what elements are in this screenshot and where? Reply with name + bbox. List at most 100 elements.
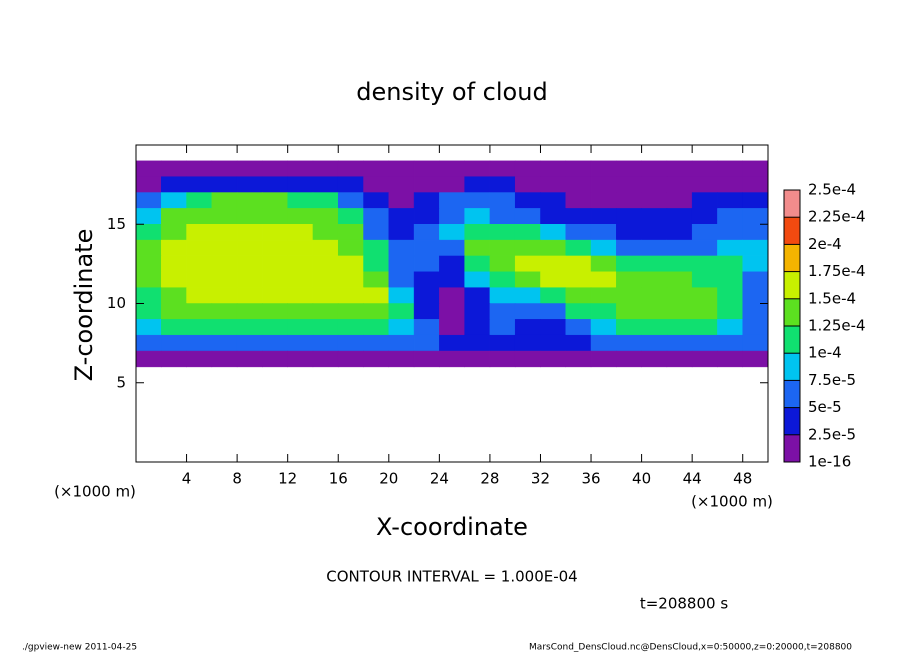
- x-tick-label: 48: [733, 470, 752, 488]
- cell: [262, 271, 288, 288]
- cell: [514, 255, 541, 273]
- cell: [312, 255, 339, 273]
- cell: [641, 287, 668, 304]
- cell: [186, 192, 213, 209]
- cell: [287, 287, 314, 304]
- cell: [717, 334, 743, 352]
- cell: [161, 192, 187, 209]
- cell: [413, 192, 440, 209]
- cell: [186, 287, 213, 304]
- cell: [262, 176, 288, 193]
- cell: [717, 208, 743, 225]
- cell: [666, 350, 693, 368]
- cell: [363, 303, 390, 320]
- cell: [211, 303, 238, 320]
- cell: [312, 303, 339, 320]
- field: [135, 160, 769, 368]
- cell: [590, 176, 617, 193]
- colorbar-label: 2.5e-5: [808, 425, 856, 443]
- colorbar-band: [784, 407, 800, 435]
- cell: [489, 192, 516, 209]
- cell: [464, 334, 491, 352]
- cell: [312, 239, 339, 257]
- cell: [413, 255, 440, 273]
- cell: [262, 334, 288, 352]
- cell: [641, 303, 668, 320]
- cell: [161, 239, 187, 257]
- cell: [186, 224, 213, 241]
- cell: [236, 319, 263, 336]
- cell: [489, 350, 516, 368]
- colorbar-band: [784, 434, 800, 462]
- cell: [641, 271, 668, 288]
- cell: [211, 176, 238, 193]
- cell: [489, 176, 516, 193]
- cell: [742, 208, 769, 225]
- cell: [666, 303, 693, 320]
- cell: [388, 255, 415, 273]
- cell: [211, 319, 238, 336]
- cell: [489, 334, 516, 352]
- colorbar-band: [784, 380, 800, 408]
- cell: [388, 287, 415, 304]
- cell: [262, 350, 288, 368]
- cell: [388, 176, 415, 193]
- cell: [464, 224, 491, 241]
- colorbar-label: 1.75e-4: [808, 262, 866, 280]
- cell: [489, 271, 516, 288]
- footer-right: MarsCond_DensCloud.nc@DensCloud,x=0:5000…: [529, 643, 852, 653]
- cell: [666, 208, 693, 225]
- cell: [363, 239, 390, 257]
- cell: [565, 319, 592, 336]
- cell: [439, 208, 465, 225]
- cell: [666, 271, 693, 288]
- cell: [590, 239, 617, 257]
- cell: [236, 271, 263, 288]
- cell: [439, 319, 465, 336]
- cell: [388, 192, 415, 209]
- cell: [641, 224, 668, 241]
- cell: [514, 160, 541, 177]
- colorbar-label: 7.5e-5: [808, 371, 856, 389]
- cell: [186, 208, 213, 225]
- cell: [540, 176, 567, 193]
- cell: [262, 255, 288, 273]
- cell: [540, 303, 567, 320]
- cell: [363, 208, 390, 225]
- cell: [337, 334, 364, 352]
- cell: [717, 239, 743, 257]
- cell: [717, 224, 743, 241]
- cell: [161, 334, 187, 352]
- cell: [186, 303, 213, 320]
- colorbar-label: 1e-4: [808, 344, 842, 362]
- cell: [211, 239, 238, 257]
- cell: [742, 350, 769, 368]
- cell: [312, 160, 339, 177]
- x-tick-label: 36: [581, 470, 600, 488]
- cell: [540, 192, 567, 209]
- cell: [616, 319, 642, 336]
- cell: [565, 192, 592, 209]
- cell: [691, 192, 718, 209]
- cell: [540, 287, 567, 304]
- cell: [691, 334, 718, 352]
- cell: [514, 192, 541, 209]
- cell: [464, 350, 491, 368]
- cell: [135, 350, 162, 368]
- y-tick-label: 10: [107, 294, 126, 312]
- cell: [717, 255, 743, 273]
- cell: [439, 176, 465, 193]
- colorbar-label: 2.5e-4: [808, 181, 856, 199]
- cell: [413, 224, 440, 241]
- cell: [641, 255, 668, 273]
- cell: [464, 303, 491, 320]
- cell: [287, 224, 314, 241]
- colorbar-band: [784, 244, 800, 272]
- cell: [439, 255, 465, 273]
- time-label: t=208800 s: [640, 595, 728, 613]
- cell: [262, 160, 288, 177]
- cell: [514, 334, 541, 352]
- cell: [186, 334, 213, 352]
- cell: [312, 208, 339, 225]
- cell: [590, 255, 617, 273]
